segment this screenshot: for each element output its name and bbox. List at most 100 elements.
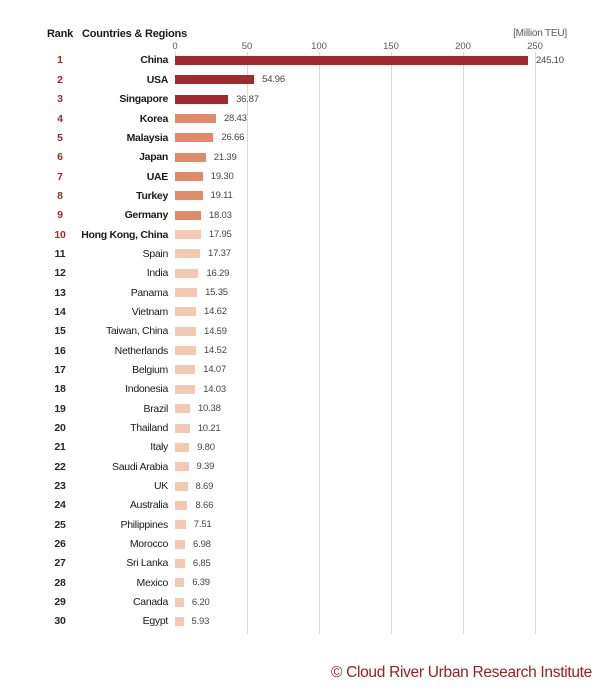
value-bar [175,230,201,240]
gridline [247,52,248,634]
country-label: Panama [130,286,169,299]
value-bar [175,404,190,414]
axis-tick-label: 50 [241,41,253,52]
value-bar [175,152,206,162]
rank-cell: 29 [54,596,66,609]
country-label: Hong Kong, China [81,228,168,241]
country-label: Indonesia [125,383,168,396]
chart-row: 27 Sri Lanka 6.85 [0,554,605,573]
rank-cell: 20 [54,422,66,434]
value-bar [175,558,185,568]
country-label: India [146,267,169,280]
rank-cell: 5 [57,131,63,144]
country-label: USA [146,73,169,86]
value-label: 9.80 [197,441,215,453]
rank-cell: 16 [54,344,66,357]
rank-cell: 30 [54,615,66,628]
chart-row: 15 Taiwan, China 14.59 [0,322,605,341]
chart-row: 10 Hong Kong, China 17.95 [0,225,605,244]
value-bar [175,288,198,298]
rank-cell: 3 [57,93,63,106]
rank-cell: 4 [57,112,63,125]
value-label: 19.11 [210,190,233,202]
axis-tick-label: 150 [383,41,399,52]
country-label: UK [154,480,168,493]
value-label: 54.96 [262,74,285,86]
rank-cell: 25 [54,518,66,531]
country-label: Malaysia [126,131,169,144]
rank-cell: 9 [57,209,63,222]
countries-column-header: Countries & Regions [82,28,187,40]
axis-tick-labels: 0 50 100 150 200 250 [172,41,543,53]
value-label: 14.03 [203,383,226,395]
value-label: 26.66 [221,132,245,144]
value-bar [175,346,196,356]
chart-row: 19 Brazil 10.38 [0,399,605,418]
gridline [463,52,464,634]
country-label: Korea [139,112,169,125]
rank-cell: 6 [57,151,63,164]
axis-unit-label: [Million TEU] [513,28,567,39]
chart-row: 26 Morocco 6.98 [0,534,605,553]
rank-column-header: Rank [46,28,74,40]
rank-cell: 8 [57,189,63,202]
value-label: 6.39 [192,577,210,589]
rank-cell: 12 [54,267,66,280]
gridlines [175,52,536,634]
country-label: Thailand [130,422,168,434]
chart-row: 13 Panama 15.35 [0,283,605,302]
value-label: 19.30 [210,171,234,183]
rank-cell: 21 [54,441,66,454]
gridline [391,52,392,634]
value-label: 6.85 [192,557,211,569]
country-label: Saudi Arabia [112,460,168,473]
axis-tick-label: 0 [172,41,178,52]
country-label: China [140,54,168,67]
chart-row: 30 Egypt 5.93 [0,612,605,631]
rank-cell: 18 [54,383,66,396]
value-label: 5.93 [191,615,210,627]
value-bar [175,210,201,220]
chart-rows: 1 China 245.10 2 USA 54.96 3 Singapore 3… [0,51,605,631]
value-label: 245.10 [535,54,564,66]
rank-cell: 15 [54,325,66,338]
country-label: Italy [150,441,168,454]
axis-tick-label: 200 [455,41,471,52]
rank-cell: 14 [54,305,66,318]
copyright-credit: © Cloud River Urban Research Institute [330,664,592,681]
rank-cell: 1 [57,54,63,67]
value-label: 6.20 [191,596,210,608]
value-label: 10.38 [197,403,221,415]
country-label: Netherlands [114,344,169,357]
rank-cell: 2 [57,73,63,86]
chart-row: 1 China 245.10 [0,51,605,70]
value-label: 6.98 [193,538,211,550]
value-label: 15.35 [205,287,228,299]
country-label: Taiwan, China [105,325,168,338]
chart-row: 21 Italy 9.80 [0,438,605,457]
country-label: Belgium [132,363,168,376]
rank-cell: 17 [54,363,66,376]
value-bar [175,133,214,143]
value-bar [175,597,184,607]
value-label: 28.43 [223,113,247,124]
country-label: Spain [142,247,169,260]
value-bar [175,268,199,278]
country-label: Germany [124,209,169,222]
value-label: 17.95 [208,229,232,241]
value-bar [175,423,190,433]
country-label: Brazil [143,402,169,415]
axis-tick-label: 250 [527,41,543,52]
country-label: Sri Lanka [126,557,168,570]
value-bar [175,481,188,491]
country-label: Philippines [120,518,169,531]
gridline [319,52,320,634]
value-bar [175,114,216,123]
value-label: 14.59 [204,325,227,337]
value-bar [175,500,188,510]
value-bar [175,307,197,317]
axis-tick-mark [175,52,176,57]
chart-row: 6 Japan 21.39 [0,148,605,167]
rank-cell: 28 [54,576,66,589]
value-bar [175,55,528,65]
